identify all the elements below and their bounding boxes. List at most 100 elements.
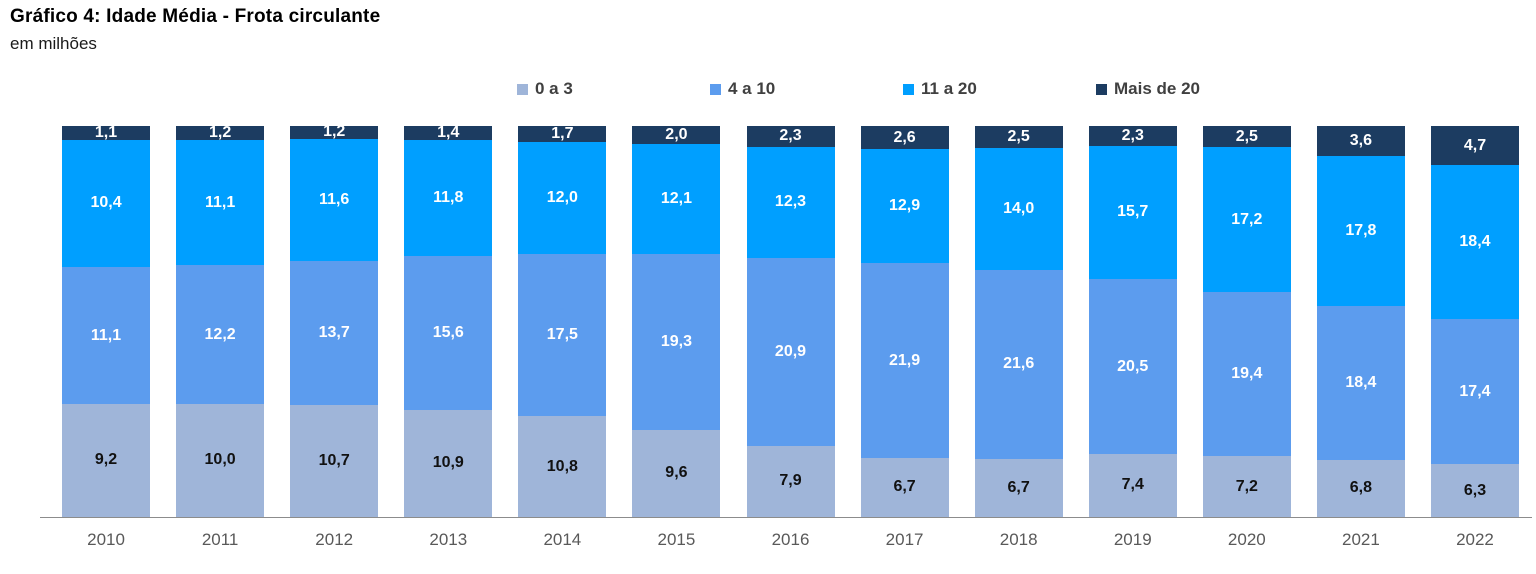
segment-value-label: 12,2 [204, 325, 236, 343]
segment-value-label: 6,7 [893, 478, 916, 496]
segment-0-a-3-2021: 6,8 [1316, 459, 1405, 517]
segment-mais-de-20-2011: 1,2 [176, 124, 265, 140]
segment-value-label: 1,2 [323, 123, 346, 141]
x-axis-label-2015: 2015 [657, 530, 696, 549]
segment-value-label: 10,7 [318, 451, 350, 469]
segment-0-a-3-2015: 9,6 [632, 429, 721, 517]
segment-value-label: 21,9 [889, 351, 921, 369]
segment-0-a-3-2020: 7,2 [1202, 456, 1291, 517]
segment-value-label: 11,6 [319, 190, 350, 208]
segment-11-a-20-2010: 10,4 [62, 139, 151, 268]
legend-item-11-a-20: 11 a 20 [903, 79, 1096, 99]
segment-value-label: 4,7 [1463, 136, 1487, 154]
segment-0-a-3-2016: 7,9 [746, 445, 835, 517]
chart-title: Gráfico 4: Idade Média - Frota circulant… [10, 6, 381, 27]
segment-4-a-10-2019: 20,5 [1088, 279, 1177, 454]
segment-4-a-10-2021: 18,4 [1316, 305, 1405, 460]
segment-11-a-20-2019: 15,7 [1088, 145, 1177, 280]
legend-swatch-icon [1096, 83, 1107, 95]
x-axis-label-2011: 2011 [201, 530, 239, 549]
segment-mais-de-20-2010: 1,1 [62, 124, 151, 140]
segment-11-a-20-2012: 11,6 [290, 138, 379, 261]
segment-value-label: 3,6 [1349, 132, 1373, 150]
segment-value-label: 2,3 [1121, 126, 1144, 144]
legend-item-0-a-3: 0 a 3 [517, 79, 710, 99]
bar-2013: 10,9 15,6 11,8 1,4 [404, 123, 493, 517]
bar-slot-2012: 10,7 13,7 11,6 1,2 [277, 123, 391, 517]
segment-11-a-20-2022: 18,4 [1430, 165, 1519, 319]
segment-value-label: 10,9 [432, 454, 464, 472]
segment-value-label: 10,0 [204, 451, 236, 469]
segment-0-a-3-2017: 6,7 [860, 457, 949, 517]
segment-mais-de-20-2019: 2,3 [1088, 126, 1177, 146]
legend-swatch-icon [710, 83, 721, 95]
bar-2015: 9,6 19,3 12,1 2,0 [632, 125, 721, 517]
segment-11-a-20-2021: 17,8 [1316, 156, 1405, 306]
legend-label: 4 a 10 [728, 79, 776, 98]
segment-value-label: 1,4 [437, 123, 460, 141]
segment-0-a-3-2014: 10,8 [518, 416, 607, 517]
bar-slot-2014: 10,8 17,5 12,0 1,7 [505, 124, 619, 517]
plot-area: 9,2 11,1 10,4 1,1 10,0 12,2 11,1 1,2 10,7 13,7 11,… [49, 123, 1532, 517]
bar-2010: 9,2 11,1 10,4 1,1 [62, 124, 151, 517]
legend-label: Mais de 20 [1114, 79, 1200, 98]
x-axis-label-2016: 2016 [771, 530, 810, 549]
segment-mais-de-20-2016: 2,3 [746, 126, 835, 147]
segment-0-a-3-2018: 6,7 [974, 458, 1063, 517]
segment-11-a-20-2016: 12,3 [746, 146, 835, 258]
segment-value-label: 2,5 [1235, 127, 1258, 145]
segment-11-a-20-2017: 12,9 [860, 149, 949, 264]
segment-value-label: 11,1 [204, 193, 236, 211]
segment-mais-de-20-2013: 1,4 [404, 123, 493, 141]
segment-4-a-10-2020: 19,4 [1202, 292, 1291, 457]
segment-value-label: 11,8 [433, 188, 464, 206]
segment-value-label: 7,4 [1121, 476, 1144, 494]
segment-value-label: 11,1 [90, 326, 122, 344]
segment-11-a-20-2020: 17,2 [1202, 147, 1291, 293]
segment-value-label: 6,8 [1349, 479, 1373, 497]
x-axis-label-2020: 2020 [1227, 530, 1266, 549]
segment-value-label: 20,9 [774, 342, 807, 360]
segment-value-label: 1,7 [551, 124, 574, 142]
segment-4-a-10-2010: 11,1 [62, 267, 151, 404]
bar-2021: 6,8 18,4 17,8 3,6 [1316, 125, 1405, 517]
bar-slot-2016: 7,9 20,9 12,3 2,3 [733, 126, 847, 517]
segment-value-label: 2,5 [1007, 127, 1030, 145]
segment-value-label: 9,2 [94, 451, 118, 469]
segment-value-label: 9,6 [665, 464, 688, 482]
segment-value-label: 15,7 [1117, 203, 1149, 221]
segment-mais-de-20-2018: 2,5 [974, 126, 1063, 148]
legend-label: 0 a 3 [535, 79, 573, 98]
segment-value-label: 7,9 [779, 472, 802, 490]
segment-11-a-20-2015: 12,1 [632, 144, 721, 255]
bar-2019: 7,4 20,5 15,7 2,3 [1088, 126, 1177, 517]
x-axis-label-2012: 2012 [315, 530, 354, 549]
x-axis-label-2022: 2022 [1456, 530, 1494, 549]
segment-mais-de-20-2017: 2,6 [860, 126, 949, 150]
chart-subtitle: em milhões [10, 34, 97, 53]
bar-slot-2015: 9,6 19,3 12,1 2,0 [619, 125, 733, 517]
segment-0-a-3-2013: 10,9 [404, 409, 493, 517]
bar-2011: 10,0 12,2 11,1 1,2 [176, 124, 265, 517]
segment-value-label: 12,9 [889, 197, 921, 215]
bar-2022: 6,3 17,4 18,4 4,7 [1430, 126, 1519, 517]
segment-11-a-20-2014: 12,0 [518, 141, 607, 254]
bar-slot-2018: 6,7 21,6 14,0 2,5 [962, 126, 1076, 517]
legend: 0 a 3 4 a 10 11 a 20 Mais de 20 [517, 79, 1200, 99]
bar-2014: 10,8 17,5 12,0 1,7 [518, 124, 607, 517]
x-axis-label-2017: 2017 [885, 530, 924, 549]
segment-value-label: 13,7 [318, 323, 350, 341]
segment-4-a-10-2011: 12,2 [176, 265, 265, 404]
segment-0-a-3-2010: 9,2 [62, 403, 151, 517]
segment-value-label: 18,4 [1459, 233, 1491, 251]
segment-value-label: 2,6 [893, 128, 916, 146]
x-axis-label-2014: 2014 [543, 530, 582, 549]
segment-11-a-20-2018: 14,0 [974, 147, 1063, 271]
segment-value-label: 12,1 [660, 190, 692, 208]
legend-item-4-a-10: 4 a 10 [710, 79, 903, 99]
segment-11-a-20-2011: 11,1 [176, 139, 265, 266]
bar-2016: 7,9 20,9 12,3 2,3 [746, 126, 835, 517]
segment-value-label: 2,0 [665, 126, 688, 144]
legend-swatch-icon [903, 83, 914, 95]
segment-4-a-10-2012: 13,7 [290, 260, 379, 405]
